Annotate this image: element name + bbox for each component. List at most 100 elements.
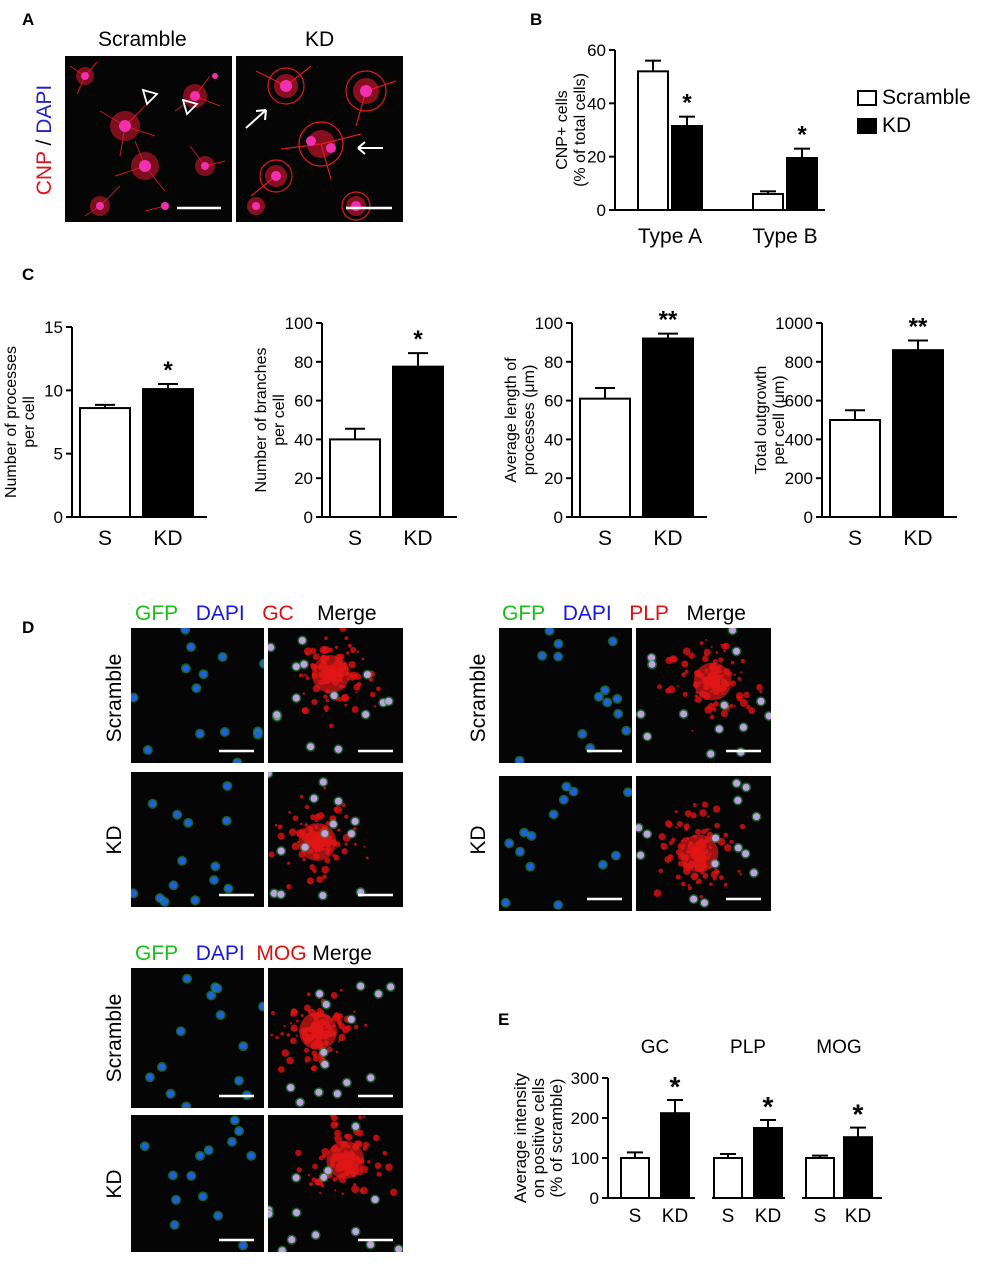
y-tick-label: 300 bbox=[571, 1069, 599, 1088]
y-tick-label: 40 bbox=[544, 430, 563, 449]
x-tick-label: Type B bbox=[752, 225, 817, 248]
panel-e-label: E bbox=[498, 1010, 510, 1029]
y-tick-label: 400 bbox=[785, 430, 813, 449]
panel-a-col-scramble: Scramble bbox=[98, 28, 187, 51]
x-tick-label: S bbox=[98, 527, 112, 550]
significance-marker: * bbox=[763, 1091, 774, 1122]
x-tick-label: S bbox=[848, 527, 862, 550]
panel-a-label: A bbox=[22, 10, 35, 29]
d3-row-kd: KD bbox=[103, 1169, 126, 1199]
bar bbox=[620, 1157, 650, 1199]
group-label: PLP bbox=[730, 1037, 766, 1058]
panel-c-label: C bbox=[22, 265, 35, 284]
y-tick-label: 600 bbox=[785, 392, 813, 411]
y-axis-label: per cell (μm) bbox=[771, 375, 788, 464]
chart-c1: 0 5 10 15 S * KD Number of processes per cell bbox=[3, 318, 207, 550]
micrograph-d2-kd-merge bbox=[636, 776, 771, 911]
x-tick-label: KD bbox=[153, 527, 182, 550]
d1-row-scramble: Scramble bbox=[103, 653, 126, 743]
bar bbox=[329, 438, 381, 518]
group-label: GC bbox=[641, 1037, 670, 1058]
y-tick-label: 1000 bbox=[775, 314, 813, 333]
x-tick-label: KD bbox=[403, 527, 432, 550]
x-tick-label: KD bbox=[845, 1206, 871, 1227]
significance-marker: * bbox=[163, 357, 173, 384]
y-tick-label: 40 bbox=[587, 94, 606, 113]
significance-marker: * bbox=[797, 122, 807, 149]
panel-a-ylabel: CNP / DAPI bbox=[33, 75, 57, 205]
significance-marker: ** bbox=[909, 313, 928, 340]
y-tick-label: 20 bbox=[587, 148, 606, 167]
x-tick-label: KD bbox=[755, 1206, 781, 1227]
y-tick-label: 0 bbox=[54, 508, 63, 527]
bar bbox=[79, 407, 131, 518]
micrograph-d3-kd-gfp bbox=[131, 1115, 264, 1252]
y-tick-label: 0 bbox=[590, 1189, 599, 1208]
x-tick-label: Type A bbox=[638, 225, 702, 248]
chart-c4: 0 200 400 600 800 1000 S ** KD Total outgrowth per… bbox=[753, 313, 957, 550]
micrograph-d3-kd-merge bbox=[268, 1115, 403, 1252]
group-label: MOG bbox=[816, 1037, 861, 1058]
y-tick-label: 200 bbox=[571, 1109, 599, 1128]
y-tick-label: 5 bbox=[54, 445, 63, 464]
y-axis-label: processes (μm) bbox=[521, 365, 538, 476]
d3-dapi: DAPI bbox=[195, 942, 245, 965]
x-tick-label: S bbox=[629, 1206, 642, 1227]
chart-b: 0 20 40 60 * Type A * Type B CNP+ cells (% of tot… bbox=[554, 41, 971, 248]
y-tick-label: 60 bbox=[544, 392, 563, 411]
bar bbox=[843, 1136, 873, 1199]
y-axis-label: CNP+ cells bbox=[554, 90, 571, 170]
bar bbox=[637, 70, 669, 212]
bar bbox=[829, 419, 881, 518]
d3-merge: Merge bbox=[312, 942, 372, 965]
y-axis-label: Total outgrowth bbox=[753, 366, 770, 475]
y-tick-label: 10 bbox=[44, 381, 63, 400]
bar bbox=[671, 125, 703, 211]
y-tick-label: 0 bbox=[554, 508, 563, 527]
d3-header: GFP DAPI MOG Merge bbox=[135, 942, 372, 966]
y-tick-label: 800 bbox=[785, 353, 813, 372]
micrograph-d2-scramble-gfp bbox=[499, 628, 632, 763]
significance-marker: * bbox=[670, 1071, 681, 1102]
chart-e: 0 100 200 300 S * KD S * KD S * KD GC PLP MOG Average in… bbox=[511, 1037, 882, 1227]
d1-row-kd: KD bbox=[103, 825, 126, 855]
chart-c2: 0 20 40 60 80 100 S * KD Number of branches per ce… bbox=[253, 314, 457, 550]
micrograph-d1-kd-gfp bbox=[131, 772, 264, 907]
d1-merge: Merge bbox=[317, 602, 377, 625]
d2-dapi: DAPI bbox=[562, 602, 612, 625]
micrograph-a-kd bbox=[236, 56, 403, 222]
x-tick-label: KD bbox=[662, 1206, 688, 1227]
d1-header: GFP DAPI GC Merge bbox=[135, 602, 377, 626]
y-tick-label: 40 bbox=[294, 430, 313, 449]
y-axis-label: per cell bbox=[21, 396, 38, 448]
d3-gfp: GFP bbox=[135, 942, 179, 965]
y-tick-label: 200 bbox=[785, 469, 813, 488]
x-tick-label: KD bbox=[903, 527, 932, 550]
micrograph-d3-scramble-merge bbox=[268, 968, 403, 1108]
bar bbox=[660, 1112, 690, 1199]
legend-swatch bbox=[857, 118, 877, 134]
x-tick-label: S bbox=[348, 527, 362, 550]
legend-label: Scramble bbox=[882, 86, 971, 109]
y-axis-label: (% of total cells) bbox=[572, 73, 589, 187]
significance-marker: * bbox=[413, 326, 423, 353]
legend-label: KD bbox=[882, 114, 911, 137]
bar bbox=[392, 365, 444, 519]
y-axis-label: per cell bbox=[271, 394, 288, 446]
d2-plp: PLP bbox=[629, 602, 669, 625]
y-tick-label: 0 bbox=[804, 508, 813, 527]
y-tick-label: 60 bbox=[294, 392, 313, 411]
d2-merge: Merge bbox=[686, 602, 746, 625]
micrograph-d1-kd-merge bbox=[268, 772, 403, 907]
micrograph-d1-scramble-merge bbox=[268, 628, 403, 763]
bar bbox=[713, 1157, 743, 1199]
y-axis-label: on positive cells bbox=[529, 1078, 548, 1198]
y-tick-label: 100 bbox=[285, 314, 313, 333]
micrograph-d1-scramble-gfp bbox=[131, 628, 264, 763]
bar bbox=[805, 1157, 835, 1199]
significance-marker: * bbox=[853, 1099, 864, 1130]
d3-mog: MOG bbox=[256, 942, 307, 965]
bar bbox=[752, 193, 784, 211]
y-axis-label: (% of scramble) bbox=[547, 1078, 566, 1197]
x-tick-label: S bbox=[722, 1206, 735, 1227]
